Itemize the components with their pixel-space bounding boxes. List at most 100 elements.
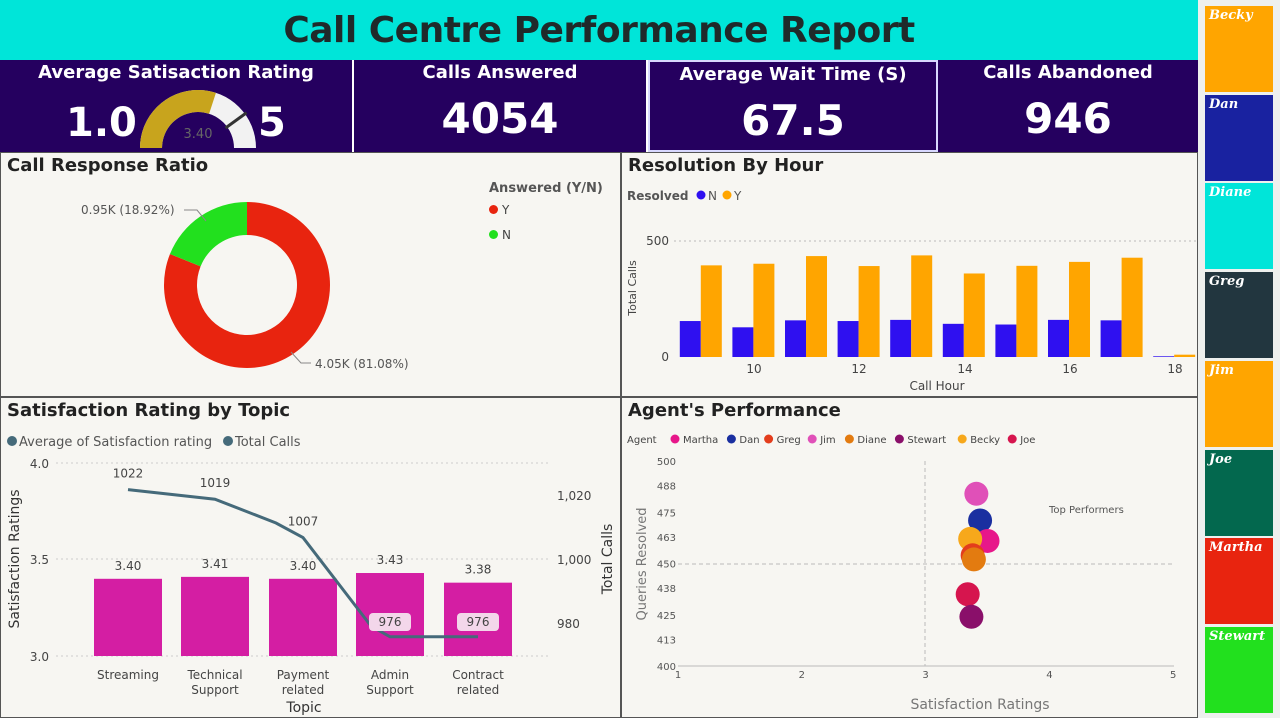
kpi-satisfaction: Average Satisaction Rating 1.0 5 3.40 [0,60,354,152]
bar-resolved-y[interactable] [1174,354,1196,357]
legend-dot-calls [223,436,233,446]
agent-tile-greg[interactable]: Greg [1205,272,1273,359]
x-tick-label: Contract [452,668,504,682]
bar-resolved-y[interactable] [1121,257,1143,357]
legend-dot [489,205,498,214]
legend-label[interactable]: Jim [819,435,835,446]
agent-tile-stewart[interactable]: Stewart [1205,626,1273,713]
bar-resolved-y[interactable] [1069,261,1090,357]
bar-resolved-y[interactable] [1016,265,1038,357]
agent-point-dan[interactable] [968,508,993,533]
agent-tile-diane[interactable]: Diane [1205,183,1273,270]
agent-tile-jim[interactable]: Jim [1205,360,1273,447]
x-tick-10: 10 [746,362,761,376]
legend-dot-n [696,190,706,200]
x-tick: 5 [1170,670,1176,681]
topic-labels: 3.40Streaming3.41TechnicalSupport3.40Pay… [97,467,504,697]
agent-point-martha[interactable] [975,528,1000,553]
donut-slice-n[interactable] [169,202,247,267]
legend-label[interactable]: Greg [777,435,801,446]
bar-resolved-y[interactable] [911,255,933,357]
legend-item-n[interactable]: N [489,228,511,242]
y-tick: 500 [657,457,676,468]
kpi-abandoned-value: 946 [1024,94,1112,143]
x-tick-14: 14 [957,362,972,376]
bar-resolved-y[interactable] [753,263,775,357]
agent-tile-label: Martha [1209,540,1263,556]
bar-resolved-n[interactable] [1048,319,1069,357]
legend-title: Agent [627,435,657,446]
y-tick-500: 500 [646,234,669,248]
line-value-label: 1019 [200,476,231,490]
y-tick-right: 980 [557,617,580,631]
legend-dot [957,434,967,444]
agent-tile-dan[interactable]: Dan [1205,94,1273,181]
x-tick: 4 [1046,670,1052,681]
x-axis-label: Satisfaction Ratings [910,697,1049,713]
y-tick: 413 [657,635,676,646]
bar-satisfaction[interactable] [269,578,337,656]
bar-value-label: 3.40 [115,559,142,573]
bar-resolved-n[interactable] [1153,356,1175,357]
agent-tile-label: Joe [1209,451,1233,467]
legend-label[interactable]: Becky [970,435,1000,446]
bar-resolved-y[interactable] [858,266,880,357]
topic-combo-chart: Average of Satisfaction rating Total Cal… [7,435,616,716]
x-tick-18: 18 [1167,362,1182,376]
resolution-chart: Resolved N Y Total Calls Call Hour 500 0… [626,189,1197,393]
agent-point-jim[interactable] [964,481,989,506]
legend-label[interactable]: Dan [739,435,759,446]
bar-resolved-n[interactable] [1100,320,1122,357]
bar-group [679,255,1196,357]
legend-dot [1007,434,1017,444]
bar-resolved-n[interactable] [679,321,701,357]
line-value-badge [457,613,499,631]
legend-label[interactable]: Joe [1019,435,1035,446]
donut-label-n: 0.95K (18.92%) [81,203,175,217]
satisfaction-gauge: 3.40 [140,90,256,148]
panel-call-response-ratio: Call Response Ratio Answered (Y/N) Y N 0… [0,152,621,397]
kpi-answered-label: Calls Answered [422,62,578,83]
line-value-label: 976 [379,615,402,629]
bar-resolved-n[interactable] [942,323,964,357]
total-calls-line[interactable] [127,488,478,639]
bar-resolved-n[interactable] [837,321,859,357]
legend-label: N [502,228,511,242]
gauge-fill [140,90,216,148]
donut-slice-y[interactable] [164,202,330,368]
bar-resolved-n[interactable] [732,327,754,357]
legend-label-y: Y [733,189,742,203]
bar-resolved-y[interactable] [700,265,722,357]
y-tick-left: 3.5 [30,553,49,567]
leader-line-y [290,351,311,364]
title-bar: Call Centre Performance Report [0,0,1198,60]
agent-tile-martha[interactable]: Martha [1205,538,1273,625]
legend-label[interactable]: Diane [857,435,886,446]
y-tick: 425 [657,611,676,622]
legend-label[interactable]: Martha [683,435,718,446]
agent-tile-joe[interactable]: Joe [1205,449,1273,536]
bar-resolved-y[interactable] [806,256,827,357]
bar-satisfaction[interactable] [94,578,162,656]
bar-resolved-n[interactable] [890,319,912,357]
agent-tile-becky[interactable]: Becky [1205,6,1273,92]
agent-point-joe[interactable] [955,582,980,607]
donut-chart: 0.95K (18.92%) 4.05K (81.08%) [81,202,409,371]
bar-resolved-y[interactable] [963,273,985,357]
gauge-value: 3.40 [184,127,213,142]
legend-item-y[interactable]: Y [489,203,509,217]
line-value-label: 976 [467,615,490,629]
legend-dot [489,230,498,239]
bar-resolved-n[interactable] [785,320,806,357]
y-tick: 400 [657,662,676,673]
bar-satisfaction[interactable] [181,576,249,656]
bar-resolved-n[interactable] [995,324,1017,357]
y-tick-0: 0 [661,350,669,364]
panel-title: Satisfaction Rating by Topic [7,400,291,421]
y-tick-left: 3.0 [30,650,49,664]
x-tick-label: Admin [371,668,409,682]
agent-point-diane[interactable] [961,547,986,572]
legend-label[interactable]: Stewart [907,435,946,446]
x-tick-label: related [457,683,499,697]
agent-point-stewart[interactable] [959,604,984,629]
